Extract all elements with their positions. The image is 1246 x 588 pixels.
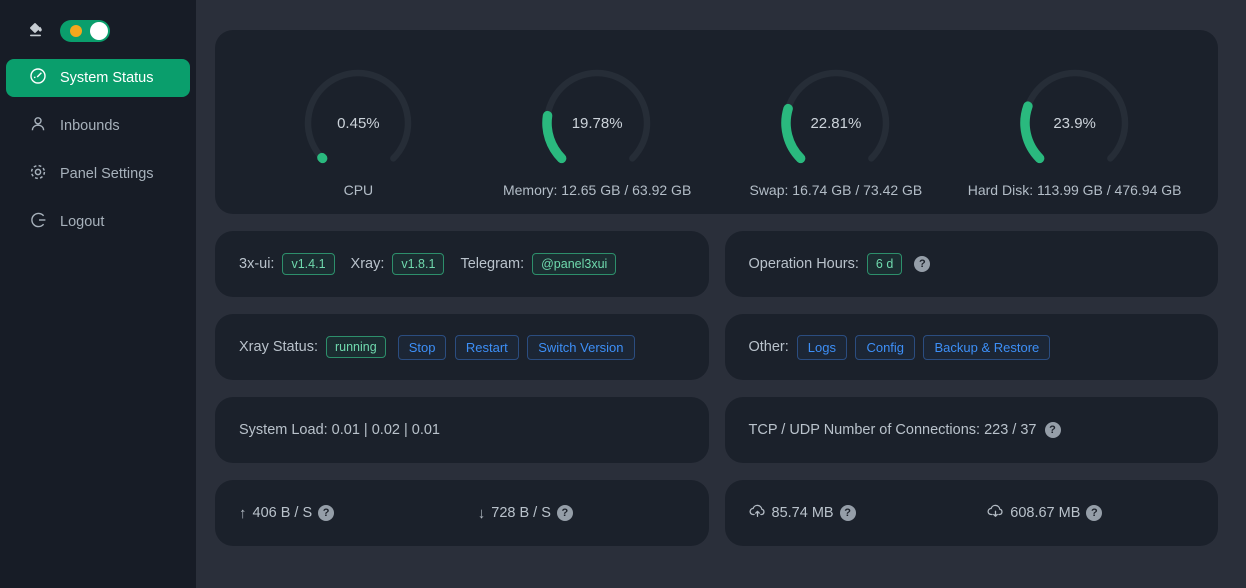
swap-gauge: 22.81% Swap: 16.74 GB / 73.42 GB [717,67,956,198]
operation-hours-label: Operation Hours: [748,256,859,272]
backup-restore-button[interactable]: Backup & Restore [923,334,1051,360]
theme-icon [27,20,45,43]
logout-icon [29,211,47,233]
help-icon[interactable]: ? [556,505,573,521]
gear-icon [29,163,47,185]
help-icon[interactable]: ? [318,505,335,521]
sidebar-item-label: System Status [60,70,154,86]
sidebar-nav: System Status Inbounds Panel Settings [0,59,196,241]
row-xray: Xray Status: running Stop Restart Switch… [215,314,1218,380]
sidebar-item-label: Panel Settings [60,166,154,182]
upload-speed-value: 406 B / S [252,505,313,521]
sidebar-item-label: Logout [60,214,105,230]
memory-caption: Memory: 12.65 GB / 63.92 GB [502,182,692,198]
connections-card: TCP / UDP Number of Connections: 223 / 3… [724,397,1218,463]
help-icon[interactable]: ? [1086,505,1103,521]
operation-hours-card: Operation Hours: 6 d ? [724,231,1218,297]
hard-disk-gauge: 23.9% Hard Disk: 113.99 GB / 476.94 GB [955,67,1194,198]
sidebar-item-inbounds[interactable]: Inbounds [6,107,190,145]
config-button[interactable]: Config [855,334,916,360]
sidebar-item-logout[interactable]: Logout [6,203,190,241]
sidebar-item-panel-settings[interactable]: Panel Settings [6,155,190,193]
cpu-percent: 0.45% [337,115,380,132]
toggle-knob [90,22,108,40]
versions-card: 3x-ui: v1.4.1 Xray: v1.8.1 Telegram: @pa… [215,231,709,297]
row-load: System Load: 0.01 | 0.02 | 0.01 TCP / UD… [215,397,1218,463]
help-icon[interactable]: ? [914,256,931,272]
xui-version-tag: v1.4.1 [282,252,335,276]
connections-text: TCP / UDP Number of Connections: 223 / 3… [748,422,1037,438]
xui-label: 3x-ui: [239,256,275,272]
xray-status-card: Xray Status: running Stop Restart Switch… [215,314,709,380]
telegram-label: Telegram: [460,256,525,272]
system-load-text: System Load: 0.01 | 0.02 | 0.01 [239,422,440,438]
received-traffic: 608.67 MB ? [987,503,1218,523]
download-speed: ↓ 728 B / S ? [478,505,709,522]
dark-mode-toggle[interactable] [60,20,110,42]
hard-disk-percent: 23.9% [1053,115,1096,132]
xray-status-label: Xray Status: [239,339,318,355]
sidebar: System Status Inbounds Panel Settings [0,0,196,588]
cloud-download-icon [987,503,1004,523]
swap-caption: Swap: 16.74 GB / 73.42 GB [749,182,923,198]
net-traffic-card: 85.74 MB ? 608.67 MB ? [724,480,1218,546]
dashboard-icon [29,67,47,89]
cpu-caption: CPU [343,182,374,198]
restart-button[interactable]: Restart [454,334,519,360]
memory-percent: 19.78% [571,115,623,132]
sun-icon [70,25,82,37]
system-load-card: System Load: 0.01 | 0.02 | 0.01 [215,397,709,463]
cloud-upload-icon [749,503,766,523]
other-card: Other: Logs Config Backup & Restore [724,314,1218,380]
memory-gauge: 19.78% Memory: 12.65 GB / 63.92 GB [478,67,717,198]
arrow-up-icon: ↑ [239,504,247,522]
other-label: Other: [748,339,789,355]
swap-percent: 22.81% [810,115,862,132]
received-traffic-value: 608.67 MB [1010,505,1081,521]
sidebar-item-system-status[interactable]: System Status [6,59,190,97]
xray-label: Xray: [350,256,385,272]
sent-traffic-value: 85.74 MB [771,505,834,521]
arrow-down-icon: ↓ [477,504,486,522]
net-speed-card: ↑ 406 B / S ? ↓ 728 B / S ? [215,480,709,546]
row-versions: 3x-ui: v1.4.1 Xray: v1.8.1 Telegram: @pa… [215,231,1218,297]
logs-button[interactable]: Logs [796,334,847,360]
hard-disk-caption: Hard Disk: 113.99 GB / 476.94 GB [967,182,1182,198]
row-network: ↑ 406 B / S ? ↓ 728 B / S ? 85.74 MB ? [215,480,1218,546]
xray-status-badge: running [325,335,386,359]
system-status-page: 0.45% CPU 19.78% Memory: 12.65 GB / 63.9… [196,0,1246,588]
download-speed-value: 728 B / S [491,505,551,521]
stop-button[interactable]: Stop [397,334,447,360]
upload-speed: ↑ 406 B / S ? [239,505,470,522]
resource-gauges-card: 0.45% CPU 19.78% Memory: 12.65 GB / 63.9… [215,30,1218,214]
telegram-handle-tag[interactable]: @panel3xui [532,252,617,276]
cpu-gauge: 0.45% CPU [239,67,478,198]
sent-traffic: 85.74 MB ? [749,503,980,523]
user-icon [29,115,47,137]
switch-version-button[interactable]: Switch Version [527,334,635,360]
sidebar-header [0,15,196,47]
sidebar-item-label: Inbounds [60,118,120,134]
help-icon[interactable]: ? [839,505,856,521]
operation-hours-value-tag: 6 d [866,252,903,276]
xray-version-tag: v1.8.1 [392,252,445,276]
help-icon[interactable]: ? [1044,422,1061,438]
